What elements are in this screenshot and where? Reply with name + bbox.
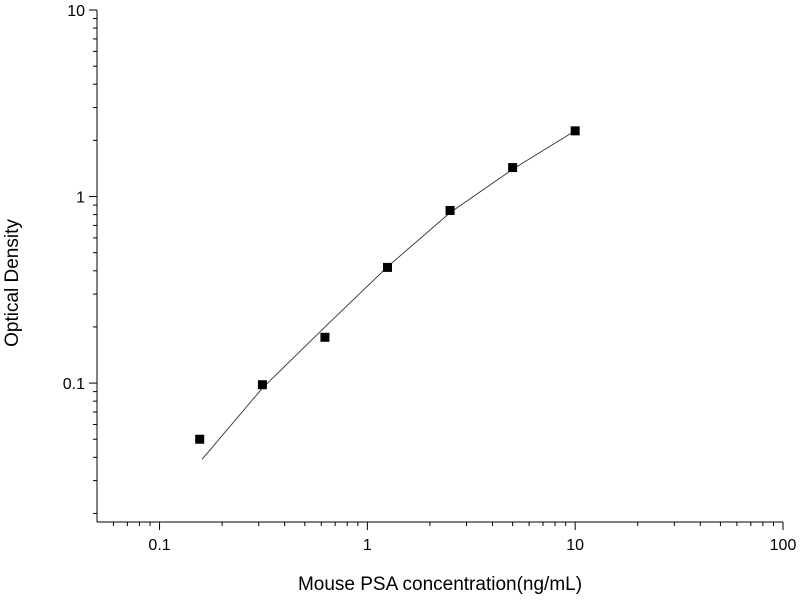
data-point bbox=[383, 262, 393, 272]
x-axis-title: Mouse PSA concentration(ng/mL) bbox=[298, 574, 582, 595]
data-point bbox=[257, 380, 267, 390]
x-tick-label: 1 bbox=[363, 537, 372, 554]
data-point bbox=[195, 434, 205, 444]
y-tick-label: 10 bbox=[67, 3, 85, 20]
y-axis-title: Optical Density bbox=[2, 219, 23, 347]
fit-curve bbox=[201, 130, 576, 460]
x-tick-label: 0.1 bbox=[148, 537, 170, 554]
y-tick-label: 0.1 bbox=[63, 376, 85, 393]
y-tick-label: 1 bbox=[76, 190, 85, 207]
x-tick-label: 100 bbox=[770, 537, 797, 554]
x-tick-label: 10 bbox=[566, 537, 584, 554]
data-point bbox=[508, 163, 518, 173]
data-point bbox=[320, 332, 330, 342]
data-point bbox=[445, 205, 455, 215]
data-point bbox=[570, 126, 580, 136]
